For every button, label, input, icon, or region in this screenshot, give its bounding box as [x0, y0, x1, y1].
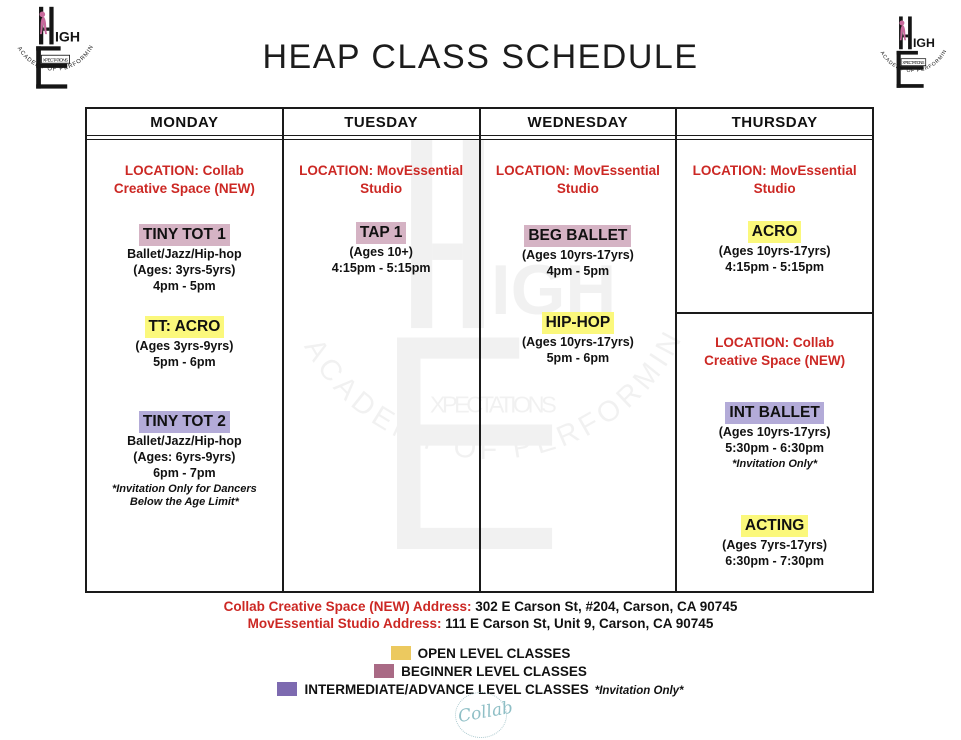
class-detail: (Ages: 3yrs-5yrs)	[133, 263, 236, 277]
thursday-bottom-section: LOCATION: Collab Creative Space (NEW) IN…	[677, 334, 872, 569]
hea-logo-icon: IGH XPECTATIONS ACADEMY OF PERFORMING AR…	[5, 0, 102, 98]
table-header-row: MONDAY TUESDAY WEDNESDAY THURSDAY	[87, 109, 872, 136]
logo-xpectations-text: XPECTATIONS	[902, 60, 924, 65]
legend-label: BEGINNER LEVEL CLASSES	[401, 664, 587, 679]
logo-igh-text: IGH	[55, 29, 80, 45]
class-entry: TINY TOT 2 Ballet/Jazz/Hip-hop (Ages: 6y…	[87, 411, 282, 509]
class-detail: (Ages 10yrs-17yrs)	[718, 244, 831, 258]
class-detail: (Ages 10yrs-17yrs)	[718, 425, 831, 439]
address-label: MovEssential Studio Address:	[247, 616, 442, 631]
header-divider	[87, 136, 872, 140]
schedule-table: MONDAY TUESDAY WEDNESDAY THURSDAY LOCATI…	[85, 107, 874, 593]
class-entry: HIP-HOP (Ages 10yrs-17yrs) 5pm - 6pm	[481, 312, 676, 366]
class-detail: 6pm - 7pm	[153, 466, 216, 480]
logo-igh-text: IGH	[913, 36, 935, 50]
legend-label: INTERMEDIATE/ADVANCE LEVEL CLASSES	[304, 682, 589, 697]
location-text: LOCATION: MovEssential Studio	[495, 163, 660, 196]
class-entry: TAP 1 (Ages 10+) 4:15pm - 5:15pm	[284, 222, 479, 276]
collab-script-text: Collab	[456, 697, 514, 728]
day-header-tuesday: TUESDAY	[284, 109, 481, 135]
class-name: TT: ACRO	[144, 316, 225, 338]
class-level-legend: OPEN LEVEL CLASSES BEGINNER LEVEL CLASSE…	[0, 645, 961, 699]
address-line: MovEssential Studio Address: 111 E Carso…	[0, 615, 961, 632]
class-entry: BEG BALLET (Ages 10yrs-17yrs) 4pm - 5pm	[481, 225, 676, 279]
day-column-tuesday: LOCATION: MovEssential Studio TAP 1 (Age…	[284, 140, 481, 591]
class-name: TINY TOT 1	[138, 224, 230, 246]
class-name: TAP 1	[355, 222, 407, 244]
class-name: INT BALLET	[725, 402, 824, 424]
address-label: Collab Creative Space (NEW) Address:	[223, 599, 472, 614]
class-note: *Invitation Only*	[732, 458, 818, 470]
class-entry: INT BALLET (Ages 10yrs-17yrs) 5:30pm - 6…	[677, 402, 872, 471]
studio-addresses: Collab Creative Space (NEW) Address: 302…	[0, 598, 961, 632]
intermediate-swatch-icon	[277, 682, 298, 696]
class-detail: (Ages: 6yrs-9yrs)	[133, 450, 236, 464]
class-detail: (Ages 10yrs-17yrs)	[521, 335, 634, 349]
class-entry: ACTING (Ages 7yrs-17yrs) 6:30pm - 7:30pm	[677, 515, 872, 569]
class-detail: 4:15pm - 5:15pm	[725, 260, 824, 274]
svg-text:XPECTATIONS: XPECTATIONS	[430, 392, 557, 418]
class-detail: 6:30pm - 7:30pm	[725, 554, 824, 568]
location-text: LOCATION: Collab Creative Space (NEW)	[704, 335, 846, 368]
location-text: LOCATION: Collab Creative Space (NEW)	[113, 163, 255, 196]
hea-logo-watermark-icon: IGH XPECTATIONS ACADEMY OF PERFORMING AR…	[242, 101, 726, 600]
class-note: *Invitation Only for Dancers Below the A…	[111, 483, 257, 508]
location-text: LOCATION: MovEssential Studio	[692, 163, 857, 196]
class-name: HIP-HOP	[541, 312, 615, 334]
beginner-swatch-icon	[374, 664, 395, 678]
legend-row-beginner: BEGINNER LEVEL CLASSES	[0, 663, 961, 681]
legend-note: *Invitation Only*	[594, 685, 684, 697]
collab-ring-icon: Collab	[454, 692, 514, 738]
day-column-monday: LOCATION: Collab Creative Space (NEW) TI…	[87, 140, 284, 591]
class-entry: ACRO (Ages 10yrs-17yrs) 4:15pm - 5:15pm	[677, 221, 872, 275]
class-detail: (Ages 3yrs-9yrs)	[135, 339, 234, 353]
class-detail: 5:30pm - 6:30pm	[725, 441, 824, 455]
class-detail: Ballet/Jazz/Hip-hop	[127, 247, 242, 261]
class-detail: 5pm - 6pm	[546, 351, 610, 365]
day-header-monday: MONDAY	[87, 109, 284, 135]
class-detail: (Ages 7yrs-17yrs)	[722, 538, 828, 552]
class-name: ACTING	[740, 515, 809, 537]
thursday-top-section: LOCATION: MovEssential Studio ACRO (Ages…	[677, 162, 872, 314]
hea-logo-icon: IGH XPECTATIONS ACADEMY OF PERFORMING AR…	[870, 10, 954, 98]
class-detail: Ballet/Jazz/Hip-hop	[127, 434, 242, 448]
address-value: 111 E Carson St, Unit 9, Carson, CA 9074…	[441, 616, 714, 631]
day-header-wednesday: WEDNESDAY	[481, 109, 678, 135]
class-detail: 4:15pm - 5:15pm	[331, 261, 431, 275]
class-detail: 4pm - 5pm	[546, 264, 610, 278]
class-name: ACRO	[747, 221, 802, 243]
legend-label: OPEN LEVEL CLASSES	[417, 646, 571, 661]
legend-row-open: OPEN LEVEL CLASSES	[0, 645, 961, 663]
class-name: BEG BALLET	[524, 225, 632, 247]
table-body: LOCATION: Collab Creative Space (NEW) TI…	[87, 140, 872, 591]
class-name: TINY TOT 2	[138, 411, 230, 433]
legend-row-intermediate: INTERMEDIATE/ADVANCE LEVEL CLASSES *Invit…	[0, 681, 961, 699]
class-entry: TT: ACRO (Ages 3yrs-9yrs) 5pm - 6pm	[87, 316, 282, 370]
day-header-thursday: THURSDAY	[731, 113, 818, 131]
day-column-wednesday: LOCATION: MovEssential Studio BEG BALLET…	[481, 140, 678, 591]
class-detail: (Ages 10+)	[349, 245, 413, 259]
collab-signature-logo: Collab	[0, 692, 961, 740]
class-detail: 5pm - 6pm	[153, 355, 216, 369]
location-text: LOCATION: MovEssential Studio	[299, 163, 464, 196]
open-swatch-icon	[390, 646, 411, 660]
class-detail: 4pm - 5pm	[153, 279, 216, 293]
logo-xpectations-text: XPECTATIONS	[43, 57, 68, 62]
address-line: Collab Creative Space (NEW) Address: 302…	[0, 598, 961, 615]
day-column-thursday: LOCATION: MovEssential Studio ACRO (Ages…	[677, 140, 872, 591]
class-detail: (Ages 10yrs-17yrs)	[521, 248, 634, 262]
page-title: HEAP CLASS SCHEDULE	[262, 38, 699, 76]
address-value: 302 E Carson St, #204, Carson, CA 90745	[471, 599, 738, 614]
class-entry: TINY TOT 1 Ballet/Jazz/Hip-hop (Ages: 3y…	[87, 224, 282, 294]
